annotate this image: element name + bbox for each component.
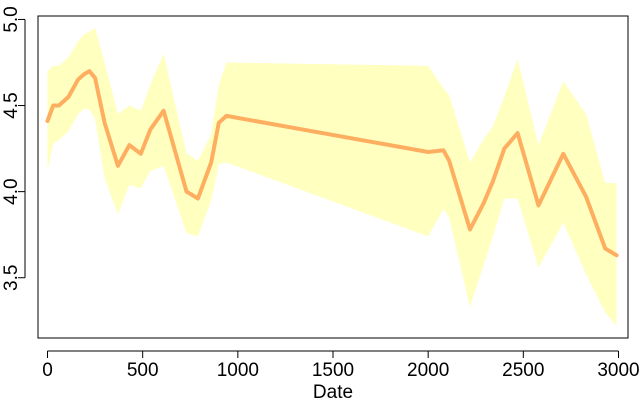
y-axis: 3.5 4.0 4.5 5.0 <box>1 6 26 291</box>
x-tick-label: 3000 <box>597 360 639 381</box>
series-line <box>45 69 619 258</box>
x-tick-label: 1000 <box>217 360 259 381</box>
x-tick-label: 2000 <box>407 360 449 381</box>
confidence-band <box>47 28 617 326</box>
x-tick-label: 1500 <box>312 360 354 381</box>
plot-frame <box>37 15 629 339</box>
x-axis: 0 500 1000 1500 2000 2500 3000 <box>42 350 640 381</box>
y-tick-label: 5.0 <box>1 6 22 32</box>
y-tick-label: 3.5 <box>1 265 22 291</box>
y-tick-label: 4.5 <box>1 92 22 118</box>
x-tick-label: 0 <box>42 360 53 381</box>
x-axis-title: Date <box>313 382 353 401</box>
x-tick-label: 500 <box>127 360 159 381</box>
y-tick-label: 4.0 <box>1 178 22 204</box>
x-tick-label: 2500 <box>502 360 544 381</box>
